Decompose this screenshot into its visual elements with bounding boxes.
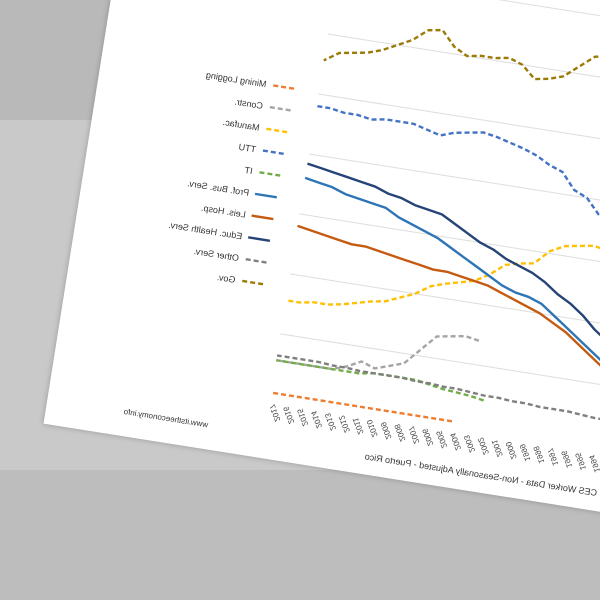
x-tick-label: 2015	[295, 407, 310, 427]
legend-swatch	[241, 279, 264, 286]
x-tick-label: 2016	[281, 405, 296, 425]
series-line-educ-health-serv	[307, 162, 600, 383]
x-tick-label: 2003	[462, 433, 477, 453]
series-line-other-serv	[276, 354, 600, 431]
x-tick-label: 2006	[420, 427, 435, 447]
x-tick-label: 2004	[448, 431, 463, 451]
x-tick-label: 2014	[309, 409, 324, 429]
grid-line	[289, 273, 600, 334]
x-tick-label: 1996	[559, 449, 574, 469]
x-tick-label: 1995	[573, 451, 588, 471]
x-tick-label: 2011	[350, 416, 365, 436]
grid-line	[337, 0, 600, 34]
line-chart: 0501001501990199119921993199419951996199…	[123, 0, 600, 498]
legend-swatch	[268, 105, 291, 112]
series-line-mining-logging	[270, 391, 453, 423]
x-tick-label: 1999	[517, 442, 532, 462]
x-tick-label: 2007	[406, 425, 421, 445]
x-tick-label: 1994	[587, 453, 600, 473]
legend-swatch	[258, 170, 281, 177]
legend-label: Other Serv.	[193, 246, 239, 263]
series-line-constr	[276, 334, 480, 371]
source-url: www.itstheeconomy.info	[123, 407, 210, 429]
x-tick-label: 2009	[378, 420, 393, 440]
legend-swatch	[244, 257, 267, 264]
legend-swatch	[272, 84, 295, 90]
series-lines	[270, 28, 600, 431]
x-tick-label: 2001	[489, 438, 504, 458]
x-tick-label: 2005	[434, 429, 449, 449]
grid-line	[318, 93, 600, 154]
legend-swatch	[251, 214, 274, 221]
x-tick-label: 1998	[531, 444, 546, 464]
series-line-gov	[323, 28, 600, 108]
x-tick-label: 2010	[364, 418, 379, 438]
chart-paper: 0501001501990199119921993199419951996199…	[43, 0, 600, 524]
x-tick-label: 2017	[267, 403, 282, 423]
legend-label: Prof. Bus. Serv.	[187, 178, 250, 198]
legend-label: Educ. Health Serv.	[168, 220, 243, 242]
x-tick-label: 2013	[323, 411, 338, 431]
grid-line	[308, 153, 600, 214]
x-tick-label: 2000	[503, 440, 518, 460]
grid-line	[299, 213, 600, 274]
grid-line	[327, 33, 600, 94]
legend-label: TTU	[238, 142, 257, 155]
legend-label: IT	[243, 165, 253, 176]
legend-label: Manufac.	[222, 117, 260, 133]
x-tick-label: 2002	[476, 436, 491, 456]
grid-line	[280, 333, 600, 394]
legend-label: Leis. Hosp.	[200, 203, 246, 220]
legend-label: Gov.	[216, 272, 236, 285]
grid-lines	[280, 0, 600, 394]
legend-swatch	[261, 149, 284, 156]
series-line-ttu	[316, 104, 600, 287]
legend-swatch	[265, 127, 288, 134]
series-line-leis-hosp	[297, 224, 600, 409]
legend-label: Mining Logging	[205, 70, 267, 89]
legend-swatch	[254, 192, 277, 199]
legend-label: Constr.	[234, 97, 264, 111]
x-tick-label: 2012	[337, 414, 352, 434]
x-tick-label: 1997	[545, 447, 560, 467]
legend-swatch	[247, 236, 271, 242]
legend: Mining Logging Constr. Manufac. TTU IT Prof. …	[168, 70, 295, 286]
series-line-prof-bus-serv	[304, 176, 600, 401]
x-tick-label: 2008	[392, 422, 407, 442]
